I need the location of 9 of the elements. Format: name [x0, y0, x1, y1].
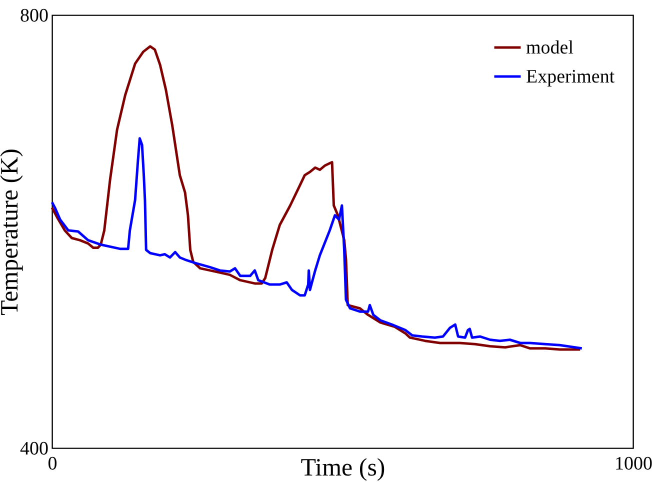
x-axis-title: Time (s) [300, 454, 386, 482]
y-axis-title: Temperature (K) [0, 148, 24, 316]
y-tick-label: 400 [20, 438, 48, 460]
legend-label: Experiment [526, 66, 616, 88]
legend-label: model [526, 38, 574, 58]
line-series [50, 137, 584, 350]
x-tick-label: 0 [48, 454, 58, 474]
x-tick-label: 1000 [614, 454, 652, 474]
y-tick-label: 800 [20, 6, 48, 26]
